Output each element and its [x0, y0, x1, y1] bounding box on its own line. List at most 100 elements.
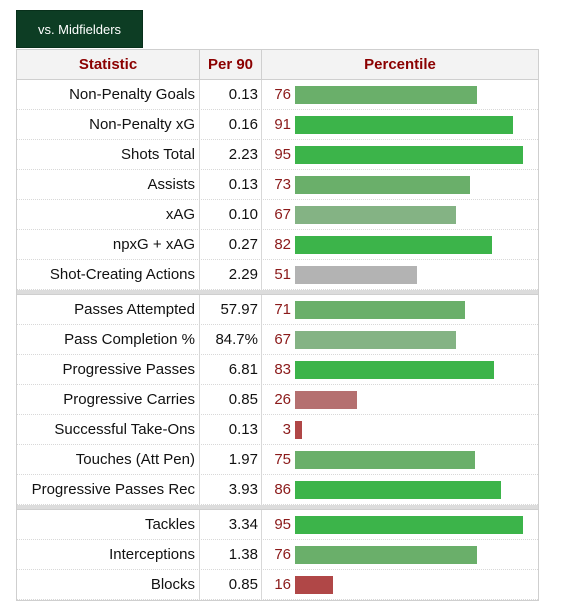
percentile-value: 95 [274, 146, 291, 163]
table-row: xAG 0.10 67 [17, 200, 538, 230]
table-body: Non-Penalty Goals 0.13 76 Non-Penalty xG 0.1… [17, 80, 538, 600]
percentile-bar-track [295, 415, 538, 444]
percentile-bar [295, 451, 475, 469]
per90-value: 0.16 [200, 110, 262, 139]
percentile-bar-track [295, 510, 538, 539]
per90-value: 0.13 [200, 80, 262, 109]
percentile-value: 86 [274, 481, 291, 498]
percentile-value: 51 [274, 266, 291, 283]
stat-name: Interceptions [17, 540, 200, 569]
per90-value: 2.29 [200, 260, 262, 289]
header-percentile[interactable]: Percentile [364, 56, 436, 73]
table-row: Non-Penalty Goals 0.13 76 [17, 80, 538, 110]
percentile-bar-track [295, 200, 538, 229]
per90-value: 1.38 [200, 540, 262, 569]
percentile-bar-track [295, 230, 538, 259]
percentile-value: 67 [274, 331, 291, 348]
per90-value: 0.13 [200, 415, 262, 444]
table-row: Progressive Carries 0.85 26 [17, 385, 538, 415]
stat-name: Progressive Carries [17, 385, 200, 414]
percentile-bar [295, 301, 465, 319]
percentile-bar-track [295, 385, 538, 414]
percentile-bar [295, 86, 477, 104]
group-separator [17, 505, 538, 510]
percentile-bar [295, 481, 501, 499]
table-row: Progressive Passes Rec 3.93 86 [17, 475, 538, 505]
stat-name: Shot-Creating Actions [17, 260, 200, 289]
per90-value: 0.85 [200, 570, 262, 599]
percentile-bar [295, 206, 456, 224]
percentile-bar [295, 421, 302, 439]
percentile-value: 67 [274, 206, 291, 223]
percentile-value: 71 [274, 301, 291, 318]
table-row: Touches (Att Pen) 1.97 75 [17, 445, 538, 475]
percentile-bar-track [295, 80, 538, 109]
percentile-bar-track [295, 140, 538, 169]
percentile-bar-track [295, 295, 538, 324]
percentile-bar [295, 576, 333, 594]
tab-label: vs. Midfielders [37, 21, 122, 37]
stat-name: Non-Penalty xG [17, 110, 200, 139]
group-separator [17, 290, 538, 295]
percentile-bar-track [295, 170, 538, 199]
stat-name: Successful Take-Ons [17, 415, 200, 444]
percentile-value: 16 [274, 576, 291, 593]
stat-name: Tackles [17, 510, 200, 539]
per90-value: 2.23 [200, 140, 262, 169]
table-row: Tackles 3.34 95 [17, 510, 538, 540]
per90-value: 0.13 [200, 170, 262, 199]
per90-value: 0.27 [200, 230, 262, 259]
percentile-bar [295, 266, 417, 284]
percentile-bar [295, 116, 513, 134]
stat-name: xAG [17, 200, 200, 229]
per90-value: 84.7% [200, 325, 262, 354]
percentile-value: 76 [274, 86, 291, 103]
percentile-bar-track [295, 570, 538, 599]
percentile-bar-track [295, 540, 538, 569]
table-row: Passes Attempted 57.97 71 [17, 295, 538, 325]
table-row: npxG + xAG 0.27 82 [17, 230, 538, 260]
table-row: Shot-Creating Actions 2.29 51 [17, 260, 538, 290]
stat-name: npxG + xAG [17, 230, 200, 259]
tab-vs-midfielders[interactable]: vs. Midfielders [16, 10, 143, 48]
percentile-bar [295, 236, 492, 254]
percentile-bar-track [295, 475, 538, 504]
header-per90[interactable]: Per 90 [200, 50, 262, 79]
per90-value: 6.81 [200, 355, 262, 384]
percentile-bar-track [295, 325, 538, 354]
percentile-bar [295, 361, 494, 379]
percentile-bar-track [295, 445, 538, 474]
stat-name: Assists [17, 170, 200, 199]
stat-name: Passes Attempted [17, 295, 200, 324]
table-row: Shots Total 2.23 95 [17, 140, 538, 170]
per90-value: 0.85 [200, 385, 262, 414]
table-row: Successful Take-Ons 0.13 3 [17, 415, 538, 445]
percentile-value: 73 [274, 176, 291, 193]
stat-name: Touches (Att Pen) [17, 445, 200, 474]
table-row: Blocks 0.85 16 [17, 570, 538, 600]
per90-value: 3.93 [200, 475, 262, 504]
percentile-bar [295, 391, 357, 409]
percentile-table: Statistic Per 90 Percentile Non-Penalty … [16, 49, 539, 601]
stat-name: Blocks [17, 570, 200, 599]
percentile-bar [295, 331, 456, 349]
stat-name: Pass Completion % [17, 325, 200, 354]
header-statistic[interactable]: Statistic [17, 50, 200, 79]
percentile-bar-track [295, 355, 538, 384]
stat-name: Shots Total [17, 140, 200, 169]
percentile-bar [295, 516, 523, 534]
percentile-value: 95 [274, 516, 291, 533]
table-row: Assists 0.13 73 [17, 170, 538, 200]
table-row: Interceptions 1.38 76 [17, 540, 538, 570]
percentile-value: 76 [274, 546, 291, 563]
per90-value: 0.10 [200, 200, 262, 229]
percentile-value: 75 [274, 451, 291, 468]
percentile-bar [295, 146, 523, 164]
percentile-value: 82 [274, 236, 291, 253]
stat-name: Non-Penalty Goals [17, 80, 200, 109]
percentile-value: 83 [274, 361, 291, 378]
stat-name: Progressive Passes [17, 355, 200, 384]
percentile-bar-track [295, 260, 538, 289]
percentile-bar [295, 546, 477, 564]
percentile-bar [295, 176, 470, 194]
